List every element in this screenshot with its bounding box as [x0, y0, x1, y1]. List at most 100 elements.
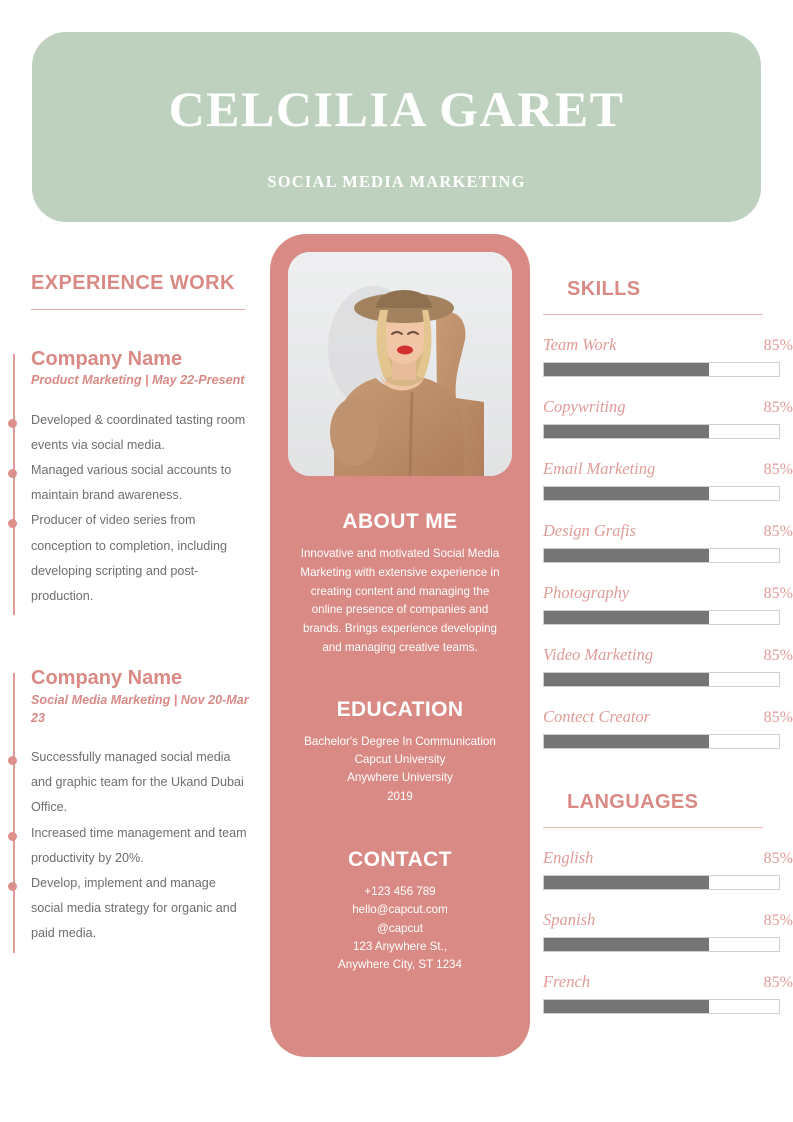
skill-percent: 85%	[763, 337, 793, 354]
job-role: Product Marketing | May 22-Present	[31, 373, 245, 388]
language-progress-bar	[543, 875, 780, 890]
language-meter: Spanish 85%	[543, 910, 793, 952]
skill-label: Video Marketing	[543, 645, 654, 664]
contact-email: hello@capcut.com	[352, 903, 448, 917]
contact-phone: +123 456 789	[364, 884, 436, 898]
company-name: Company Name	[31, 348, 183, 370]
skills-section: SKILLS Team Work 85% Copywriting 85% Ema…	[543, 278, 793, 749]
list-item: Successfully managed social media and gr…	[8, 745, 262, 821]
contact-handle: @capcut	[377, 921, 423, 935]
about-section: ABOUT ME Innovative and motivated Social…	[288, 510, 512, 658]
language-meter: English 85%	[543, 848, 793, 890]
contact-address-2: Anywhere City, ST 1234	[338, 958, 462, 972]
about-heading: ABOUT ME	[342, 510, 458, 533]
timeline-rail	[13, 354, 15, 616]
responsibility-list: Successfully managed social media and gr…	[0, 745, 262, 947]
header-banner: CELCILIA GARET SOCIAL MEDIA MARKETING	[32, 32, 761, 222]
timeline-dot-icon	[8, 756, 17, 766]
skill-progress-fill	[544, 549, 709, 562]
list-item: Develop, implement and manage social med…	[8, 871, 262, 947]
skill-progress-fill	[544, 673, 709, 686]
skill-percent: 85%	[763, 461, 793, 478]
skill-progress-bar	[543, 672, 780, 687]
skill-meter: Team Work 85%	[543, 335, 793, 377]
education-heading: EDUCATION	[336, 697, 464, 721]
languages-section: LANGUAGES English 85% Spanish 85% French	[543, 791, 793, 1014]
skill-progress-fill	[544, 363, 709, 376]
language-label: English	[543, 848, 594, 867]
timeline-dot-icon	[8, 831, 17, 841]
job-role: Social Media Marketing | Nov 20-Mar 23	[31, 692, 249, 725]
experience-item: Company Name Social Media Marketing | No…	[0, 667, 262, 953]
skill-progress-bar	[543, 486, 780, 501]
skill-percent: 85%	[763, 399, 793, 416]
language-percent: 85%	[763, 912, 793, 929]
profile-card: ABOUT ME Innovative and motivated Social…	[270, 234, 530, 1057]
experience-item: Company Name Product Marketing | May 22-…	[0, 348, 262, 616]
list-item: Increased time management and team produ…	[8, 821, 262, 871]
contact-address-1: 123 Anywhere St.,	[352, 939, 448, 953]
education-line: Capcut University	[354, 753, 446, 766]
skill-meter: Video Marketing 85%	[543, 645, 793, 687]
list-item-text: Develop, implement and manage social med…	[31, 875, 237, 941]
page-subtitle: SOCIAL MEDIA MARKETING	[267, 172, 526, 191]
education-line: 2019	[387, 789, 413, 803]
language-progress-fill	[544, 876, 709, 889]
company-name: Company Name	[31, 667, 183, 690]
skill-label: Team Work	[543, 335, 617, 354]
language-percent: 85%	[763, 850, 793, 867]
timeline-rail	[13, 673, 15, 953]
skill-label: Contect Creator	[543, 707, 651, 726]
skill-progress-bar	[543, 610, 780, 625]
skills-heading: SKILLS	[567, 278, 641, 300]
skills-column: SKILLS Team Work 85% Copywriting 85% Ema…	[543, 278, 793, 1014]
skill-progress-bar	[543, 424, 780, 439]
education-line: Bachelor's Degree In Communication	[304, 734, 496, 748]
contact-heading: CONTACT	[348, 847, 452, 871]
skill-label: Email Marketing	[543, 459, 656, 478]
experience-column: EXPERIENCE WORK Company Name Product Mar…	[0, 272, 262, 953]
language-progress-fill	[544, 938, 709, 951]
timeline-dot-icon	[8, 469, 17, 479]
language-percent: 85%	[763, 974, 793, 991]
skill-label: Design Grafis	[543, 521, 637, 540]
skill-progress-fill	[544, 735, 709, 748]
responsibility-list: Developed & coordinated tasting room eve…	[0, 408, 262, 610]
language-progress-bar	[543, 937, 780, 952]
list-item: Developed & coordinated tasting room eve…	[8, 408, 262, 458]
skill-meter: Email Marketing 85%	[543, 459, 793, 501]
skill-percent: 85%	[763, 647, 793, 664]
language-progress-bar	[543, 999, 780, 1014]
experience-divider	[31, 309, 245, 310]
language-label: Spanish	[543, 910, 596, 929]
page-title: CELCILIA GARET	[168, 81, 625, 137]
skill-progress-bar	[543, 548, 780, 563]
list-item-text: Increased time management and team produ…	[31, 825, 247, 865]
list-item-text: Successfully managed social media and gr…	[31, 750, 244, 815]
about-text: Innovative and motivated Social Media Ma…	[300, 547, 500, 654]
languages-heading: LANGUAGES	[567, 791, 699, 813]
timeline-dot-icon	[8, 418, 17, 428]
list-item-text: Managed various social accounts to maint…	[31, 463, 232, 503]
contact-lines: +123 456 789 hello@capcut.com @capcut 12…	[288, 883, 512, 975]
skill-progress-fill	[544, 487, 709, 500]
language-label: French	[543, 972, 591, 991]
skill-progress-bar	[543, 734, 780, 749]
list-item: Managed various social accounts to maint…	[8, 458, 262, 508]
language-progress-fill	[544, 1000, 709, 1013]
contact-section: CONTACT +123 456 789 hello@capcut.com @c…	[288, 848, 512, 975]
list-item: Producer of video series from conception…	[8, 508, 262, 609]
education-section: EDUCATION Bachelor's Degree In Communica…	[288, 698, 512, 806]
skill-meter: Contect Creator 85%	[543, 707, 793, 749]
skill-percent: 85%	[763, 523, 793, 540]
skill-progress-fill	[544, 425, 709, 438]
skill-meter: Photography 85%	[543, 583, 793, 625]
experience-heading: EXPERIENCE WORK	[31, 272, 235, 294]
skill-percent: 85%	[763, 709, 793, 726]
list-item-text: Producer of video series from conception…	[31, 513, 228, 603]
list-item-text: Developed & coordinated tasting room eve…	[31, 412, 246, 452]
timeline-dot-icon	[8, 519, 17, 529]
skill-meter: Copywriting 85%	[543, 397, 793, 439]
skill-label: Photography	[543, 583, 630, 602]
skill-progress-fill	[544, 611, 709, 624]
